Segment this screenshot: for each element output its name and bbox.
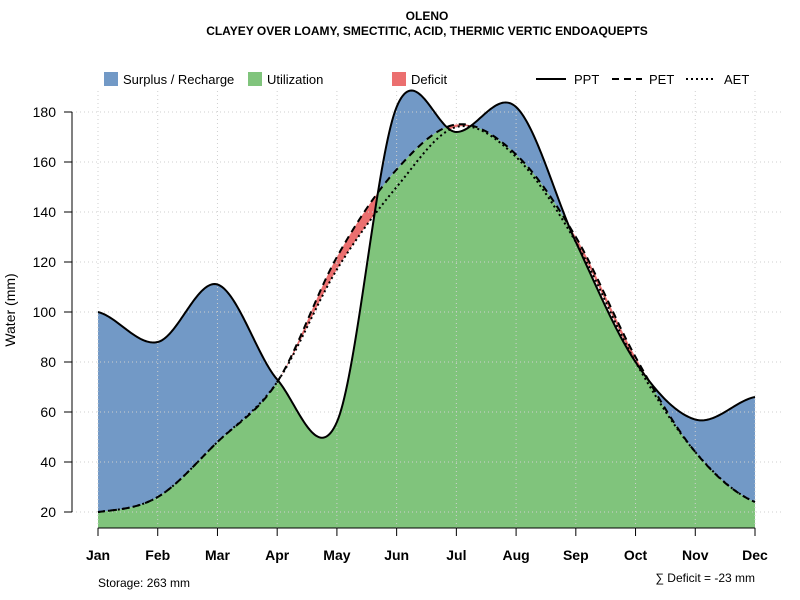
- x-tick-label: Jun: [384, 547, 409, 563]
- x-tick-label: Nov: [682, 547, 709, 563]
- x-tick-label: May: [323, 547, 350, 563]
- y-tick-label: 20: [40, 504, 56, 520]
- legend-swatch-deficit: [392, 72, 406, 86]
- ppt-line: [97, 89, 756, 439]
- y-tick-label: 180: [33, 104, 57, 120]
- y-axis-label: Water (mm): [2, 273, 18, 346]
- x-tick-label: Jan: [86, 547, 110, 563]
- y-tick-label: 160: [33, 154, 57, 170]
- y-tick-label: 40: [40, 454, 56, 470]
- y-tick-label: 120: [33, 254, 57, 270]
- x-tick-label: Oct: [624, 547, 648, 563]
- deficit-note: ∑ Deficit = -23 mm: [655, 571, 755, 585]
- x-tick-label: Apr: [265, 547, 290, 563]
- chart-title: OLENO: [406, 9, 449, 23]
- x-tick-label: Feb: [145, 547, 170, 563]
- x-tick-label: Aug: [502, 547, 529, 563]
- x-tick-label: Jul: [446, 547, 466, 563]
- legend: Surplus / Recharge Utilization Deficit P…: [104, 72, 749, 87]
- surplus-recharge-area: [98, 90, 755, 513]
- y-tick-label: 140: [33, 204, 57, 220]
- gridlines: [72, 91, 782, 528]
- legend-swatch-surplus: [104, 72, 118, 86]
- legend-label-deficit: Deficit: [411, 72, 448, 87]
- fill-areas: [98, 90, 755, 529]
- legend-label-aet: AET: [724, 72, 749, 87]
- aet-line: [97, 125, 756, 513]
- x-tick-label: Sep: [563, 547, 589, 563]
- legend-label-pet: PET: [649, 72, 674, 87]
- storage-note: Storage: 263 mm: [98, 576, 190, 590]
- legend-label-surplus: Surplus / Recharge: [123, 72, 234, 87]
- y-tick-label: 80: [40, 354, 56, 370]
- legend-swatch-utilization: [248, 72, 262, 86]
- y-tick-label: 100: [33, 304, 57, 320]
- series-lines: [97, 89, 756, 513]
- utilization-area: [98, 125, 755, 529]
- chart-subtitle: CLAYEY OVER LOAMY, SMECTITIC, ACID, THER…: [206, 24, 648, 38]
- legend-label-ppt: PPT: [574, 72, 599, 87]
- axes: 20 40 60 80 100 120 140 160 180 Jan Feb Mar Apr May Ju…: [33, 104, 768, 563]
- x-tick-label: Dec: [742, 547, 768, 563]
- x-tick-label: Mar: [205, 547, 230, 563]
- legend-label-utilization: Utilization: [267, 72, 323, 87]
- y-tick-label: 60: [40, 404, 56, 420]
